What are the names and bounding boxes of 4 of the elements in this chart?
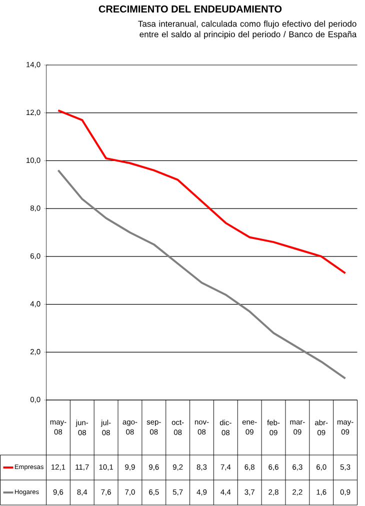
chart-subtitle: Tasa interanual, calculada como flujo efectivo del periodo entre el saldo al principio del periodo / Banco de España: [138, 20, 357, 39]
line-series: [57, 109, 346, 274]
line-series: [57, 169, 346, 380]
chart-title: CRECIMIENTO DEL ENDEUDAMIENTO: [98, 5, 282, 13]
